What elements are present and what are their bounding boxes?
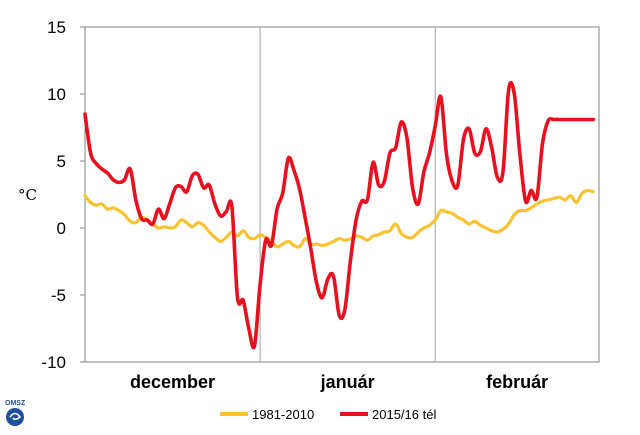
y-tick-label: 5 (57, 152, 66, 171)
x-month-label: december (130, 372, 215, 392)
month-gridlines (259, 27, 436, 362)
y-axis-ticks: -10 -5 0 5 10 15 (41, 18, 85, 372)
y-tick-label: 10 (47, 85, 66, 104)
legend-label: 1981-2010 (252, 407, 314, 422)
y-axis-label: °C (18, 186, 37, 204)
y-tick-label: -10 (41, 353, 66, 372)
legend-label: 2015/16 tél (372, 407, 436, 422)
plot-area (84, 26, 600, 363)
series-line-2015-16 (83, 80, 596, 350)
y-tick-label: -5 (51, 286, 66, 305)
y-tick-label: 15 (47, 18, 66, 37)
x-axis-month-labels: december január február (130, 372, 548, 392)
y-tick-label: 0 (57, 219, 66, 238)
omsz-logo-swirl-icon (9, 412, 22, 421)
legend: 1981-2010 2015/16 tél (220, 407, 436, 422)
x-month-label: január (320, 372, 375, 392)
x-month-label: február (486, 372, 548, 392)
series-line-1981-2010 (83, 188, 595, 249)
omsz-logo-text: OMSZ (5, 400, 26, 407)
omsz-logo-icon (6, 408, 24, 426)
omsz-logo: OMSZ (5, 400, 26, 426)
series-lines (83, 80, 596, 350)
